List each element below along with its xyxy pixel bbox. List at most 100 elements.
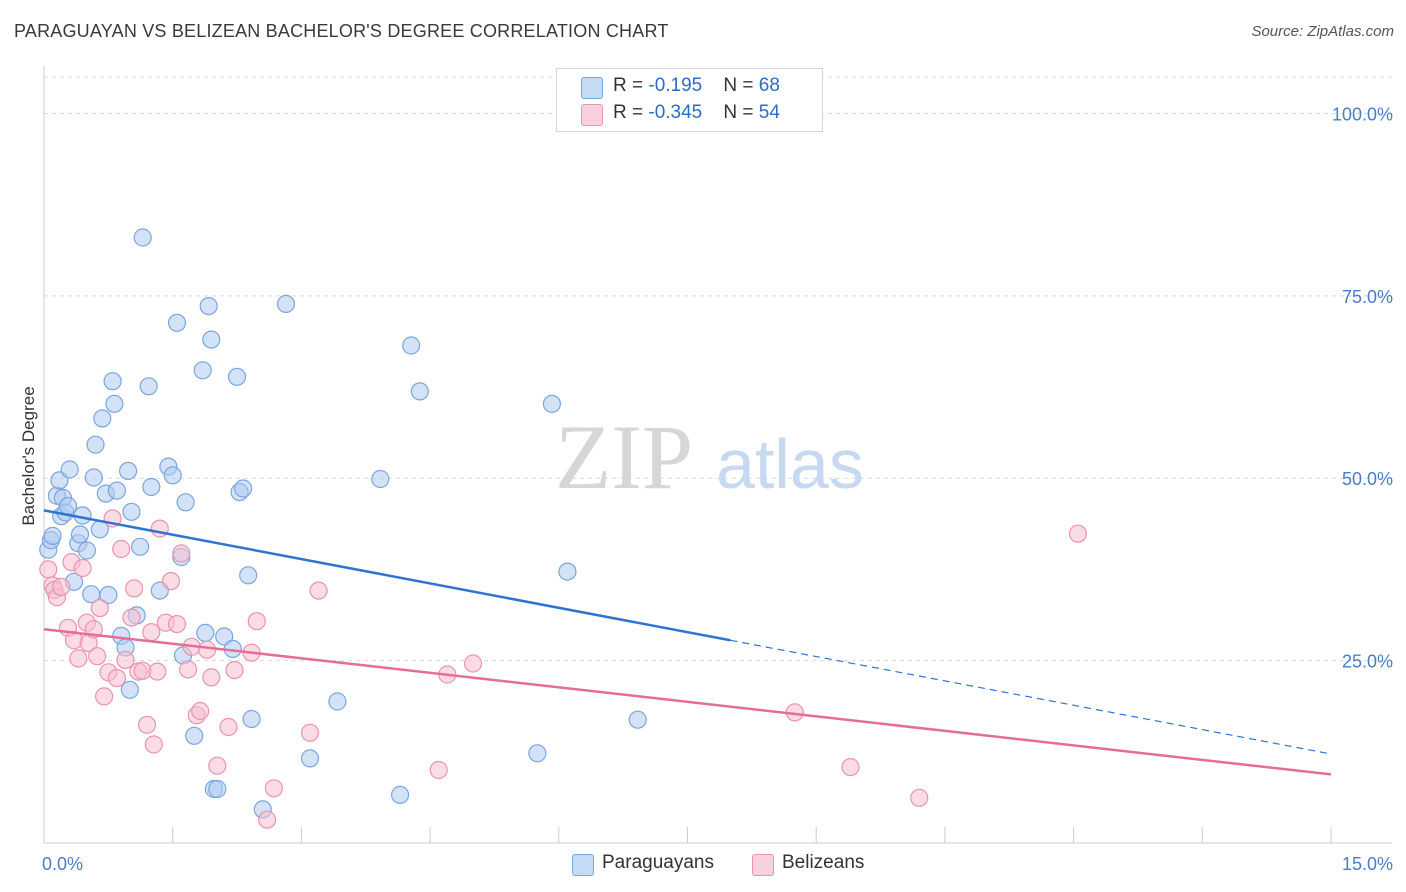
paraguayan-point <box>86 435 105 454</box>
paraguayan-point <box>202 330 221 349</box>
paraguayan-point <box>558 562 577 581</box>
belizean-point <box>125 579 144 598</box>
belizean-point <box>208 756 227 775</box>
paraguayan-point <box>176 493 195 512</box>
paraguayan-point <box>107 481 127 500</box>
legend-swatch-pink <box>581 104 603 126</box>
paraguayan-point <box>103 372 122 391</box>
paraguayan-point <box>242 709 261 729</box>
y-tick-label: 75.0% <box>1342 287 1393 307</box>
paraguayan-point <box>43 526 62 546</box>
belizean-trend-line <box>43 628 1332 776</box>
paraguayan-point <box>131 537 150 556</box>
paraguayan-point <box>185 726 204 745</box>
legend-r-value: -0.195 <box>648 75 703 96</box>
paraguayan-point <box>84 468 103 487</box>
swatch-paraguayans <box>572 854 594 876</box>
belizean-point <box>148 662 167 681</box>
paraguayan-point <box>215 627 234 646</box>
paraguayan-point <box>167 313 187 332</box>
belizean-point <box>264 779 283 798</box>
y-tick-label: 100.0% <box>1332 104 1393 124</box>
paraguayan-point <box>542 394 562 413</box>
belizean-point <box>69 649 88 668</box>
y-tick-label: 50.0% <box>1342 469 1393 489</box>
belizean-point <box>116 650 135 670</box>
belizean-point <box>202 668 221 687</box>
legend-swatch-blue <box>581 77 603 99</box>
belizean-point <box>225 660 244 680</box>
belizean-point <box>172 544 191 563</box>
belizean-point <box>39 560 58 579</box>
watermark-atlas: atlas <box>716 425 864 503</box>
belizean-point <box>219 717 238 737</box>
belizean-point <box>73 558 92 578</box>
paraguayan-point <box>70 525 90 544</box>
paraguayan-point <box>93 409 112 428</box>
legend-n-value: 54 <box>758 102 780 123</box>
source-label: Source: ZipAtlas.com <box>1251 23 1394 40</box>
correlation-legend: R = -0.195 N = 68 R = -0.345 N = 54 <box>556 68 823 132</box>
watermark: ZIP atlas <box>555 406 864 508</box>
x-tick-label-min: 0.0% <box>42 854 83 874</box>
belizean-point <box>841 757 860 777</box>
paraguayan-point <box>120 680 139 699</box>
belizean-point <box>161 571 181 591</box>
paraguayan-point <box>193 361 212 380</box>
paraguayan-point <box>234 479 253 498</box>
belizean-point <box>107 668 127 688</box>
belizean-point <box>179 660 198 679</box>
paraguayan-point <box>402 336 421 355</box>
paraguayan-point <box>199 297 218 316</box>
belizean-point <box>258 810 277 829</box>
label-belizeans: Belizeans <box>782 852 865 873</box>
belizean-point <box>463 654 483 673</box>
legend-r-value: -0.345 <box>648 102 703 123</box>
paraguayan-point <box>227 367 247 386</box>
legend-n-label: N = <box>723 102 759 123</box>
belizean-point <box>122 608 141 627</box>
trend-lines <box>43 509 1332 776</box>
paraguayan-point <box>628 710 647 729</box>
paraguayan-point <box>410 382 429 401</box>
belizean-point <box>142 623 161 642</box>
belizean-point <box>910 788 929 807</box>
belizean-point <box>144 735 163 754</box>
label-paraguayans: Paraguayans <box>602 852 714 873</box>
paraguayan-point <box>163 466 182 485</box>
belizean-point <box>429 760 448 780</box>
belizean-point <box>197 640 217 659</box>
watermark-zip: ZIP <box>555 406 693 508</box>
paraguayan-point <box>133 228 152 247</box>
belizean-point <box>191 701 210 721</box>
belizean-point <box>90 598 109 618</box>
y-axis-label: Bachelor's Degree <box>19 386 38 525</box>
paraguayan-point <box>300 749 320 768</box>
axes <box>43 66 1392 844</box>
belizean-point <box>112 539 131 559</box>
paraguayan-trend-line <box>43 509 731 642</box>
paraguayan-point <box>58 496 78 516</box>
belizean-point <box>1068 524 1088 543</box>
belizean-point <box>137 715 157 734</box>
paraguayan-point <box>528 744 547 763</box>
legend-text: R = -0.195 N = 68 <box>613 75 780 97</box>
paraguayan-point <box>99 585 118 605</box>
chart-title: PARAGUAYAN VS BELIZEAN BACHELOR'S DEGREE… <box>14 21 669 41</box>
paraguayan-point <box>142 477 161 497</box>
legend-r-label: R = <box>613 102 649 123</box>
swatch-belizeans <box>752 854 774 876</box>
belizean-point <box>94 687 114 706</box>
paraguayan-point <box>276 294 296 313</box>
legend-r-label: R = <box>613 75 649 96</box>
belizean-point <box>309 581 328 600</box>
paraguayan-point <box>77 541 97 560</box>
paraguayan-point <box>208 779 227 799</box>
paraguayan-point <box>239 566 258 585</box>
paraguayan-point <box>139 377 158 396</box>
paraguayan-point <box>60 460 79 479</box>
paraguayan-trend-extrapolation <box>730 639 1332 755</box>
paraguayan-point <box>371 469 390 489</box>
legend-n-label: N = <box>723 75 759 96</box>
